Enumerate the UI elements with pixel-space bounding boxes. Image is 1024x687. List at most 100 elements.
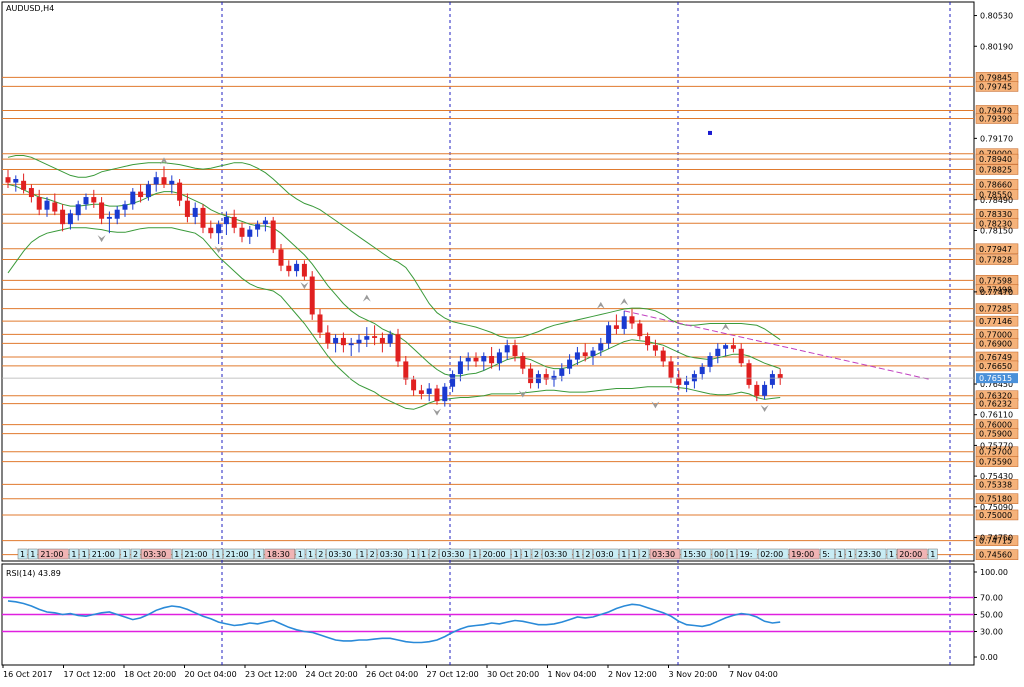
bar-time-box [619, 548, 629, 560]
candle-body [473, 357, 479, 362]
candle-body [200, 207, 206, 228]
candle-body [231, 216, 237, 228]
time-tick-label: 18 Oct 20:00 [124, 670, 176, 679]
bar-time-box [855, 548, 887, 560]
bar-time-label: 1 [215, 550, 220, 559]
level-price-box [975, 535, 1019, 546]
bar-time-box [377, 548, 409, 560]
level-price-label: 0.75700 [979, 448, 1012, 457]
level-price-box [975, 303, 1019, 314]
bar-time-box [583, 548, 593, 560]
candle-body [301, 263, 307, 277]
candle-body [504, 345, 510, 353]
candle-body [60, 209, 66, 225]
level-price-label: 0.78550 [979, 190, 1012, 199]
bar-time-box [521, 548, 532, 560]
candle-body [83, 197, 89, 205]
bar-time-label: 21:00 [184, 550, 207, 559]
bar-time-label: 2 [585, 550, 590, 559]
bar-time-box [38, 548, 69, 560]
bar-time-label: 1 [729, 550, 734, 559]
level-price-label: 0.78825 [979, 166, 1012, 175]
candle-body [691, 374, 697, 382]
candle-body [489, 356, 495, 364]
rsi-line [7, 600, 781, 644]
candle-body [730, 345, 736, 349]
level-price-box [975, 428, 1019, 439]
bar-time-box [428, 548, 439, 560]
candle-body [465, 357, 471, 362]
candle-body [754, 384, 760, 396]
marker-dot[interactable] [708, 130, 712, 135]
rsi-tick-label: 30.00 [980, 628, 1003, 637]
time-axis: 16 Oct 2017 17 Oct 12:00 18 Oct 20:00 20 Oc… [2, 665, 778, 679]
candle-body [606, 325, 612, 344]
candle-body [262, 220, 268, 225]
candle-body [106, 216, 112, 219]
candle-body [372, 336, 378, 338]
trendline[interactable] [624, 310, 931, 380]
horizontal-levels: 0.798450.797450.794790.793900.790000.789… [2, 72, 1019, 560]
candle-body [21, 180, 27, 190]
level-price-label: 0.75338 [979, 480, 1012, 489]
up-arrow-icon [620, 298, 629, 306]
bar-time-label: 1 [621, 550, 626, 559]
bar-time-box [408, 548, 419, 560]
bar-time-label: 21:00 [40, 550, 63, 559]
level-price-label: 0.79745 [979, 82, 1012, 91]
candle-body [309, 276, 315, 315]
level-price-label: 0.78230 [979, 219, 1012, 228]
candle-body [582, 352, 588, 357]
time-tick-label: 7 Nov 04:00 [729, 670, 778, 679]
candle-body [574, 352, 580, 360]
bar-time-label: 19:00 [791, 550, 814, 559]
candle-body [239, 227, 245, 237]
price-tick-label: 0.76110 [980, 411, 1013, 420]
candle-body [699, 366, 705, 375]
level-price-label: 0.79390 [979, 114, 1012, 123]
level-price-box [975, 189, 1019, 200]
level-price-label: 0.77947 [979, 245, 1012, 254]
candle-body [512, 345, 518, 357]
bar-time-box [140, 548, 172, 560]
bar-time-label: 2 [370, 550, 375, 559]
price-tick-label: 0.78490 [980, 196, 1013, 205]
candle-body [184, 200, 190, 217]
bar-time-label: 5: [822, 550, 830, 559]
candle-body [520, 356, 526, 369]
bar-time-label: 03:30 [441, 550, 464, 559]
candle-body [613, 325, 619, 329]
level-price-label: 0.77598 [979, 276, 1012, 285]
candle-body [660, 350, 666, 362]
price-tick-label: 0.75090 [980, 503, 1013, 512]
level-price-label: 0.75590 [979, 458, 1012, 467]
bar-time-label: 1 [472, 550, 477, 559]
down-arrow-icon [760, 404, 769, 412]
bar-time-label: 21:00 [226, 550, 249, 559]
level-price-label: 0.77285 [979, 305, 1012, 314]
bar-time-box [264, 548, 296, 560]
price-tick-label: 0.74750 [980, 534, 1013, 543]
bar-time-label: 2 [534, 550, 539, 559]
price-tick-label: 0.80530 [980, 12, 1013, 21]
bar-time-label: 1 [524, 550, 529, 559]
level-price-label: 0.74560 [979, 551, 1012, 560]
candle-body [28, 188, 34, 198]
level-price-box [975, 113, 1019, 124]
bar-time-label: 21:00 [92, 550, 115, 559]
candle-body [364, 336, 370, 340]
time-tick-label: 23 Oct 12:00 [245, 670, 297, 679]
level-price-box [975, 164, 1019, 175]
candle-body [637, 323, 643, 337]
candle-body [356, 339, 362, 344]
bar-time-label: 2 [431, 550, 436, 559]
candle-body [777, 374, 783, 379]
bar-time-box [572, 548, 583, 560]
trendlines[interactable] [624, 130, 931, 380]
price-tick-label: 0.80190 [980, 42, 1013, 51]
bar-time-labels: 1 1 21:00 1 1 21:00 1 2 03:30 1 21:00 1 21:00 1 18:30 1… [17, 548, 938, 560]
time-tick-label: 26 Oct 04:00 [366, 670, 418, 679]
price-tick-label: 0.75770 [980, 441, 1013, 450]
